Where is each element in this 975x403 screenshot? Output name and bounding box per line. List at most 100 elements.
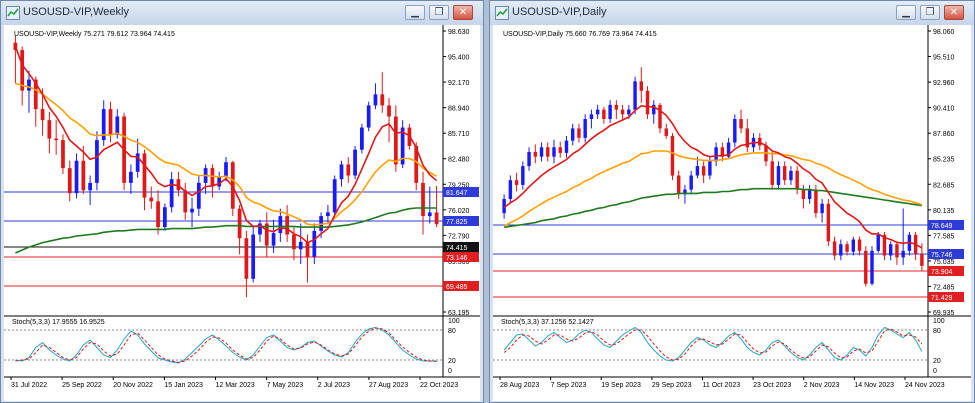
candle-body <box>169 179 174 208</box>
price-box <box>443 216 479 226</box>
close-button[interactable]: ✕ <box>944 5 964 20</box>
price-box <box>443 187 479 197</box>
ema-mid-line <box>15 82 437 226</box>
date-tick-label: 29 Sep 2023 <box>652 382 692 389</box>
price-tick-label: 87.860 <box>933 131 955 138</box>
candle-body <box>614 104 619 110</box>
price-box <box>928 292 964 302</box>
close-button[interactable]: ✕ <box>453 5 473 20</box>
candle-body <box>149 197 154 202</box>
price-box-label: 77.825 <box>446 219 468 226</box>
price-box-label: 74.415 <box>446 245 468 252</box>
price-box-label: 73.904 <box>931 269 953 276</box>
candle-body <box>400 127 405 165</box>
price-box-label: 73.146 <box>446 255 468 262</box>
date-tick-label: 2 Nov 2023 <box>804 382 840 389</box>
candle-body <box>570 128 575 141</box>
candle-body <box>577 128 581 138</box>
candle-body <box>664 128 668 136</box>
price-tick-label: 76.020 <box>448 208 470 215</box>
candle-body <box>387 105 391 117</box>
candle-body <box>789 170 793 181</box>
chart-app-icon <box>495 6 509 20</box>
candle-body <box>88 182 92 191</box>
candle-body <box>326 212 330 217</box>
price-grid: 98.060 95.510 92.960 90.410 87.860 85.235 82.6… <box>493 25 971 389</box>
candle-body <box>61 140 65 169</box>
date-tick-label: 2 Jul 2023 <box>318 382 350 389</box>
stoch-level-label: 80 <box>933 328 941 335</box>
price-tick-label: 85.710 <box>448 131 470 138</box>
price-box-label: 71.429 <box>931 295 953 302</box>
candle-body <box>115 116 120 135</box>
candle-body <box>689 175 693 190</box>
chart-area[interactable]: 98.060 95.510 92.960 90.410 87.860 85.235 82.6… <box>493 25 971 401</box>
stoch-signal-line <box>503 328 923 361</box>
restore-button[interactable]: ❐ <box>429 5 449 20</box>
ema-mid-line <box>503 150 923 227</box>
stoch-level-label: 0 <box>933 368 937 375</box>
candle-body <box>108 109 113 135</box>
date-tick-label: 23 Oct 2023 <box>753 382 791 389</box>
candle-body <box>670 135 675 176</box>
price-box-label: 78.649 <box>931 223 953 230</box>
candle-body <box>814 189 818 214</box>
candle-body <box>162 207 167 228</box>
price-tick-label: 75.035 <box>933 259 955 266</box>
candle-body <box>101 109 106 141</box>
price-tick-label: 69.935 <box>933 310 955 317</box>
candle-body <box>129 171 133 183</box>
candle-body <box>502 199 506 214</box>
price-tick-label: 72.790 <box>448 233 470 240</box>
minimize-button[interactable]: ▁ <box>405 5 425 20</box>
candle-body <box>701 166 706 176</box>
price-tick-label: 82.685 <box>933 182 955 189</box>
titlebar[interactable]: USOUSD-VIP,Weekly ▁ ❐ ✕ <box>1 1 483 25</box>
price-tick-label: 80.135 <box>933 208 955 215</box>
stoch-level-label: 20 <box>448 358 456 365</box>
chart-background <box>4 25 480 401</box>
price-tick-label: 72.485 <box>933 284 955 291</box>
chart-window-weekly[interactable]: USOUSD-VIP,Weekly ▁ ❐ ✕ 98.630 95.400 92.1… <box>0 0 484 403</box>
candle-body <box>639 81 644 91</box>
stoch-main-line <box>15 326 437 364</box>
candle-body <box>857 239 862 251</box>
candle-body <box>714 147 718 162</box>
candle-body <box>13 42 18 51</box>
candle-body <box>602 109 606 120</box>
candle-body <box>33 79 38 110</box>
candle-body <box>758 137 762 146</box>
candle-body <box>552 147 556 157</box>
price-box <box>443 242 479 252</box>
candle-body <box>353 149 357 176</box>
price-box <box>928 249 964 259</box>
price-tick-label: 98.060 <box>933 29 955 36</box>
candle-body <box>839 244 843 256</box>
price-box <box>443 252 479 262</box>
candle-body <box>366 105 371 128</box>
stoch-level-label: 100 <box>933 318 945 325</box>
candle-body <box>305 241 310 257</box>
candle-body <box>658 104 662 129</box>
candle-body <box>27 79 31 91</box>
chart-window-daily[interactable]: USOUSD-VIP,Daily ▁ ❐ ✕ 98.060 95.510 92.96… <box>489 0 975 403</box>
stoch-main-line <box>503 326 923 362</box>
titlebar[interactable]: USOUSD-VIP,Daily ▁ ❐ ✕ <box>490 1 974 25</box>
candle-body <box>608 104 612 120</box>
date-tick-label: 31 Jul 2022 <box>11 382 47 389</box>
candle-body <box>278 216 283 234</box>
price-tick-label: 95.510 <box>933 55 955 62</box>
candle-body <box>380 94 385 106</box>
candle-body <box>217 176 222 187</box>
ema-slow-line <box>503 187 923 229</box>
candle-body <box>739 119 743 129</box>
candle-body <box>558 147 562 153</box>
minimize-button[interactable]: ▁ <box>896 5 916 20</box>
chart-area[interactable]: 98.630 95.400 92.170 88.940 85.710 82.480 79.2… <box>4 25 480 401</box>
candle-body <box>521 166 525 185</box>
restore-button[interactable]: ❐ <box>920 5 940 20</box>
candle-body <box>595 109 600 115</box>
price-tick-label: 63.195 <box>448 310 470 317</box>
candle-body <box>244 238 249 279</box>
candle-body <box>589 114 594 120</box>
